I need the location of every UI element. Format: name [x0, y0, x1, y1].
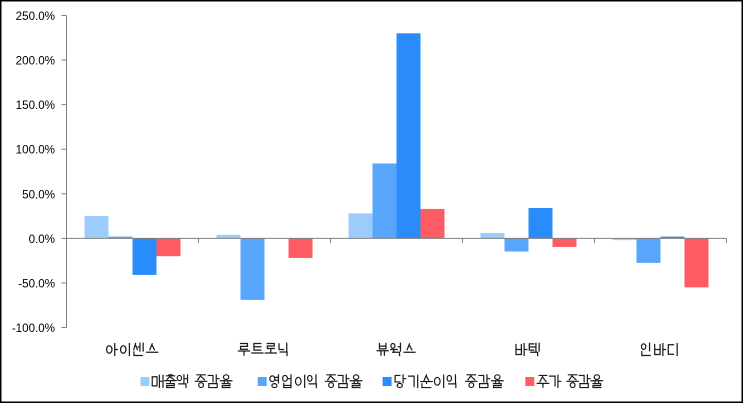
svg-text:-100.0%: -100.0% [12, 322, 55, 335]
svg-text:200.0%: 200.0% [16, 55, 55, 68]
svg-text:0.0%: 0.0% [29, 233, 55, 246]
svg-text:150.0%: 150.0% [16, 99, 55, 112]
svg-text:50.0%: 50.0% [22, 188, 55, 201]
svg-text:-50.0%: -50.0% [18, 277, 55, 290]
svg-text:100.0%: 100.0% [16, 144, 55, 157]
svg-text:250.0%: 250.0% [16, 10, 55, 23]
